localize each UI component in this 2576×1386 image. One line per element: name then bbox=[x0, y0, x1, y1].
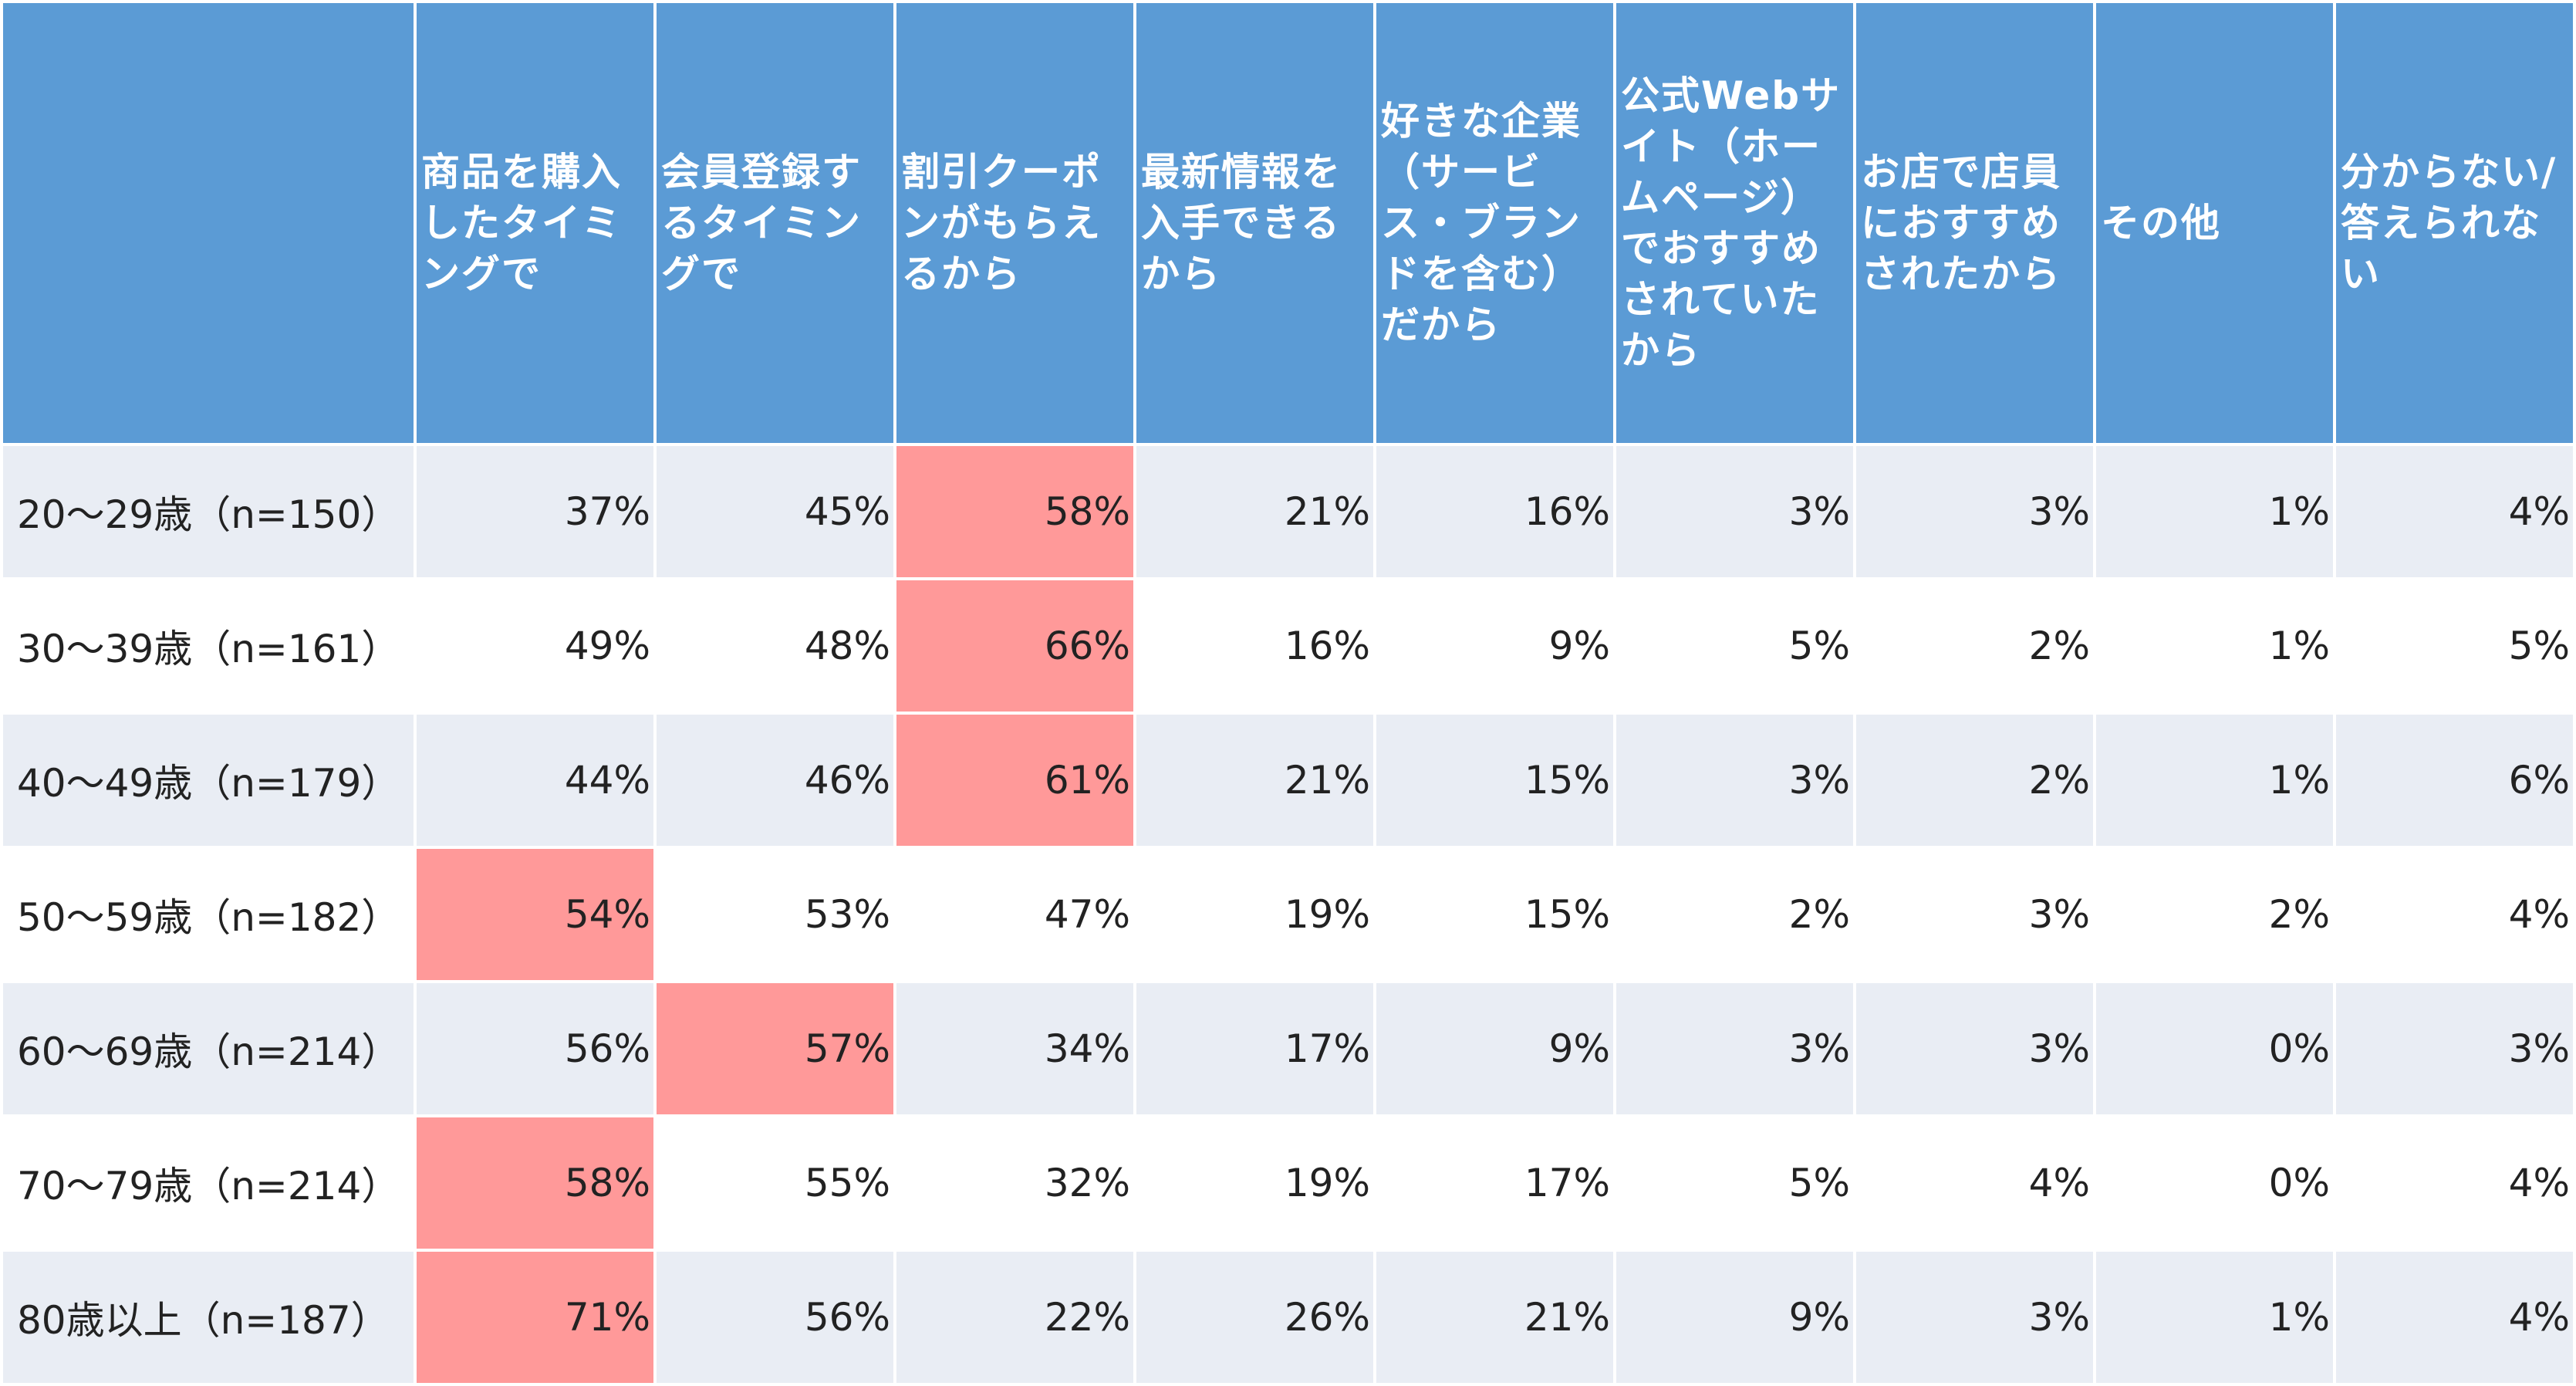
table-cell-highlighted: 71% bbox=[414, 1249, 657, 1386]
table-cell: 56% bbox=[653, 1249, 896, 1386]
table-cell: 4% bbox=[2333, 846, 2576, 983]
table-cell: 17% bbox=[1373, 1114, 1616, 1252]
table-cell: 5% bbox=[1613, 577, 1856, 715]
table-cell: 3% bbox=[1613, 443, 1856, 580]
table-cell: 17% bbox=[1133, 980, 1376, 1117]
table-cell: 47% bbox=[893, 846, 1136, 983]
table-cell: 3% bbox=[1613, 712, 1856, 849]
table-row: 30〜39歳（n=161） 49% 48% 66% 16% 9% 5% 2% 1… bbox=[0, 577, 2576, 715]
row-label: 40〜49歳（n=179） bbox=[0, 712, 417, 849]
table-cell: 3% bbox=[1853, 980, 2096, 1117]
table-cell-highlighted: 58% bbox=[414, 1114, 657, 1252]
table-cell: 2% bbox=[1853, 577, 2096, 715]
table-cell: 34% bbox=[893, 980, 1136, 1117]
table-cell-highlighted: 66% bbox=[893, 577, 1136, 715]
table-cell: 1% bbox=[2093, 443, 2336, 580]
row-label: 20〜29歳（n=150） bbox=[0, 443, 417, 580]
table-cell: 4% bbox=[2333, 443, 2576, 580]
column-header: 分からない/答えられない bbox=[2333, 0, 2576, 446]
column-header: 公式Webサイト（ホームページ）でおすすめされていたから bbox=[1613, 0, 1856, 446]
table-cell: 3% bbox=[1613, 980, 1856, 1117]
table-cell: 55% bbox=[653, 1114, 896, 1252]
table-cell: 9% bbox=[1373, 577, 1616, 715]
table-cell: 56% bbox=[414, 980, 657, 1117]
table-cell: 1% bbox=[2093, 1249, 2336, 1386]
table-cell: 53% bbox=[653, 846, 896, 983]
table-cell-highlighted: 54% bbox=[414, 846, 657, 983]
table-cell: 32% bbox=[893, 1114, 1136, 1252]
table-cell: 2% bbox=[1853, 712, 2096, 849]
table-cell-highlighted: 57% bbox=[653, 980, 896, 1117]
table-cell: 46% bbox=[653, 712, 896, 849]
table-row: 80歳以上（n=187） 71% 56% 22% 26% 21% 9% 3% 1… bbox=[0, 1249, 2576, 1386]
column-header: 最新情報を入手できるから bbox=[1133, 0, 1376, 446]
table-cell: 45% bbox=[653, 443, 896, 580]
table-cell: 3% bbox=[1853, 443, 2096, 580]
table-cell: 5% bbox=[2333, 577, 2576, 715]
table-cell: 1% bbox=[2093, 712, 2336, 849]
table-cell: 3% bbox=[1853, 846, 2096, 983]
table-row: 50〜59歳（n=182） 54% 53% 47% 19% 15% 2% 3% … bbox=[0, 846, 2576, 983]
table-cell: 44% bbox=[414, 712, 657, 849]
table-cell: 19% bbox=[1133, 846, 1376, 983]
table-cell: 0% bbox=[2093, 1114, 2336, 1252]
table-row: 70〜79歳（n=214） 58% 55% 32% 19% 17% 5% 4% … bbox=[0, 1114, 2576, 1252]
column-header: 割引クーポンがもらえるから bbox=[893, 0, 1136, 446]
table-cell: 19% bbox=[1133, 1114, 1376, 1252]
table-row: 20〜29歳（n=150） 37% 45% 58% 21% 16% 3% 3% … bbox=[0, 443, 2576, 580]
column-header: その他 bbox=[2093, 0, 2336, 446]
table-cell: 3% bbox=[1853, 1249, 2096, 1386]
row-label: 50〜59歳（n=182） bbox=[0, 846, 417, 983]
table-cell: 4% bbox=[1853, 1114, 2096, 1252]
table-cell: 22% bbox=[893, 1249, 1136, 1386]
table-cell: 3% bbox=[2333, 980, 2576, 1117]
table-cell: 21% bbox=[1133, 443, 1376, 580]
table-cell: 15% bbox=[1373, 712, 1616, 849]
table-cell: 6% bbox=[2333, 712, 2576, 849]
column-header: 商品を購入したタイミングで bbox=[414, 0, 657, 446]
table-cell: 9% bbox=[1613, 1249, 1856, 1386]
table-cell: 49% bbox=[414, 577, 657, 715]
row-label: 30〜39歳（n=161） bbox=[0, 577, 417, 715]
table-cell: 4% bbox=[2333, 1114, 2576, 1252]
row-label: 60〜69歳（n=214） bbox=[0, 980, 417, 1117]
table-cell-highlighted: 61% bbox=[893, 712, 1136, 849]
row-label: 80歳以上（n=187） bbox=[0, 1249, 417, 1386]
row-label: 70〜79歳（n=214） bbox=[0, 1114, 417, 1252]
table-cell: 0% bbox=[2093, 980, 2336, 1117]
table-cell: 48% bbox=[653, 577, 896, 715]
column-header: 好きな企業（サービス・ブランドを含む）だから bbox=[1373, 0, 1616, 446]
table-cell: 2% bbox=[2093, 846, 2336, 983]
header-row: 商品を購入したタイミングで 会員登録するタイミングで 割引クーポンがもらえるから… bbox=[0, 0, 2576, 446]
table-cell: 15% bbox=[1373, 846, 1616, 983]
table-cell-highlighted: 58% bbox=[893, 443, 1136, 580]
table-cell: 5% bbox=[1613, 1114, 1856, 1252]
table-cell: 16% bbox=[1133, 577, 1376, 715]
table-cell: 2% bbox=[1613, 846, 1856, 983]
table-cell: 4% bbox=[2333, 1249, 2576, 1386]
column-header: 会員登録するタイミングで bbox=[653, 0, 896, 446]
table-row: 40〜49歳（n=179） 44% 46% 61% 21% 15% 3% 2% … bbox=[0, 712, 2576, 849]
column-header: お店で店員におすすめされたから bbox=[1853, 0, 2096, 446]
table-row: 60〜69歳（n=214） 56% 57% 34% 17% 9% 3% 3% 0… bbox=[0, 980, 2576, 1117]
table-cell: 26% bbox=[1133, 1249, 1376, 1386]
table-cell: 21% bbox=[1373, 1249, 1616, 1386]
table-cell: 37% bbox=[414, 443, 657, 580]
table-cell: 1% bbox=[2093, 577, 2336, 715]
header-corner bbox=[0, 0, 417, 446]
table-cell: 9% bbox=[1373, 980, 1616, 1117]
table-cell: 16% bbox=[1373, 443, 1616, 580]
table-cell: 21% bbox=[1133, 712, 1376, 849]
